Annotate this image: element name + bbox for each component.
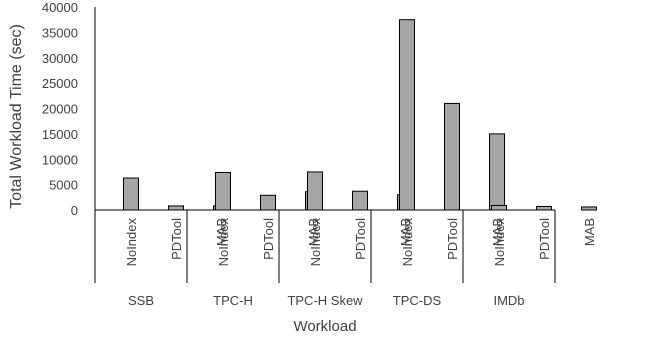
bar-category-label: NoIndex (216, 218, 231, 267)
bar-mab-imdb (581, 206, 597, 211)
y-tick-label: 5000 (49, 178, 78, 193)
group-label: TPC-H Skew (287, 293, 363, 308)
bar-category-label: PDTool (353, 218, 368, 260)
bar-noindex-tpc-h (215, 171, 231, 211)
axes (94, 7, 556, 283)
y-tick-label: 0 (71, 203, 78, 218)
bar-category-label: PDTool (261, 218, 276, 260)
group-label: TPC-DS (393, 293, 442, 308)
bar-category-label: NoIndex (308, 218, 323, 267)
x-axis-title: Workload (293, 318, 356, 335)
y-tick-label: 20000 (42, 102, 78, 117)
bar-category-label: NoIndex (400, 218, 415, 267)
bar-pdtool-tpc-h (260, 194, 276, 211)
group-label: SSB (128, 293, 154, 308)
y-tick-label: 10000 (42, 152, 78, 167)
bar-category-label: NoIndex (492, 218, 507, 267)
bar-category-label: MAB (214, 218, 229, 246)
bar-noindex-tpc-h-skew (307, 171, 323, 211)
bar-category-label: MAB (490, 218, 505, 246)
bar-category-label: PDTool (537, 218, 552, 260)
bar-noindex-tpc-ds (399, 19, 415, 211)
y-axis-ticks: 0 5000 10000 15000 20000 25000 30000 35000 40000 (42, 0, 78, 218)
bar-noindex-imdb (491, 204, 507, 211)
y-tick-label: 40000 (42, 0, 78, 15)
group-label: IMDb (493, 293, 524, 308)
bar-category-label: MAB (306, 218, 321, 246)
y-tick-label: 15000 (42, 127, 78, 142)
bar-category-label: PDTool (169, 218, 184, 260)
bar-pdtool-ssb (168, 205, 184, 211)
group-labels: SSB TPC-H TPC-H Skew TPC-DS IMDb (128, 293, 525, 308)
y-tick-label: 25000 (42, 76, 78, 91)
bars (123, 19, 597, 211)
bar-category-label: MAB (398, 218, 413, 246)
bar-pdtool-tpc-ds (444, 102, 460, 211)
y-tick-label: 35000 (42, 25, 78, 40)
bar-pdtool-imdb (536, 205, 552, 211)
bar-pdtool-tpc-h-skew (352, 190, 368, 211)
y-axis-title-group: Total Workload Time (sec) (8, 24, 25, 209)
y-axis-title: Total Workload Time (sec) (8, 24, 25, 209)
group-label: TPC-H (213, 293, 253, 308)
bar-category-label: NoIndex (124, 218, 139, 267)
bar-mab-tpc-ds (489, 133, 505, 211)
bar-category-label: PDTool (445, 218, 460, 260)
bar-noindex-ssb (123, 177, 139, 211)
y-tick-label: 30000 (42, 51, 78, 66)
bar-category-label: MAB (582, 218, 597, 246)
